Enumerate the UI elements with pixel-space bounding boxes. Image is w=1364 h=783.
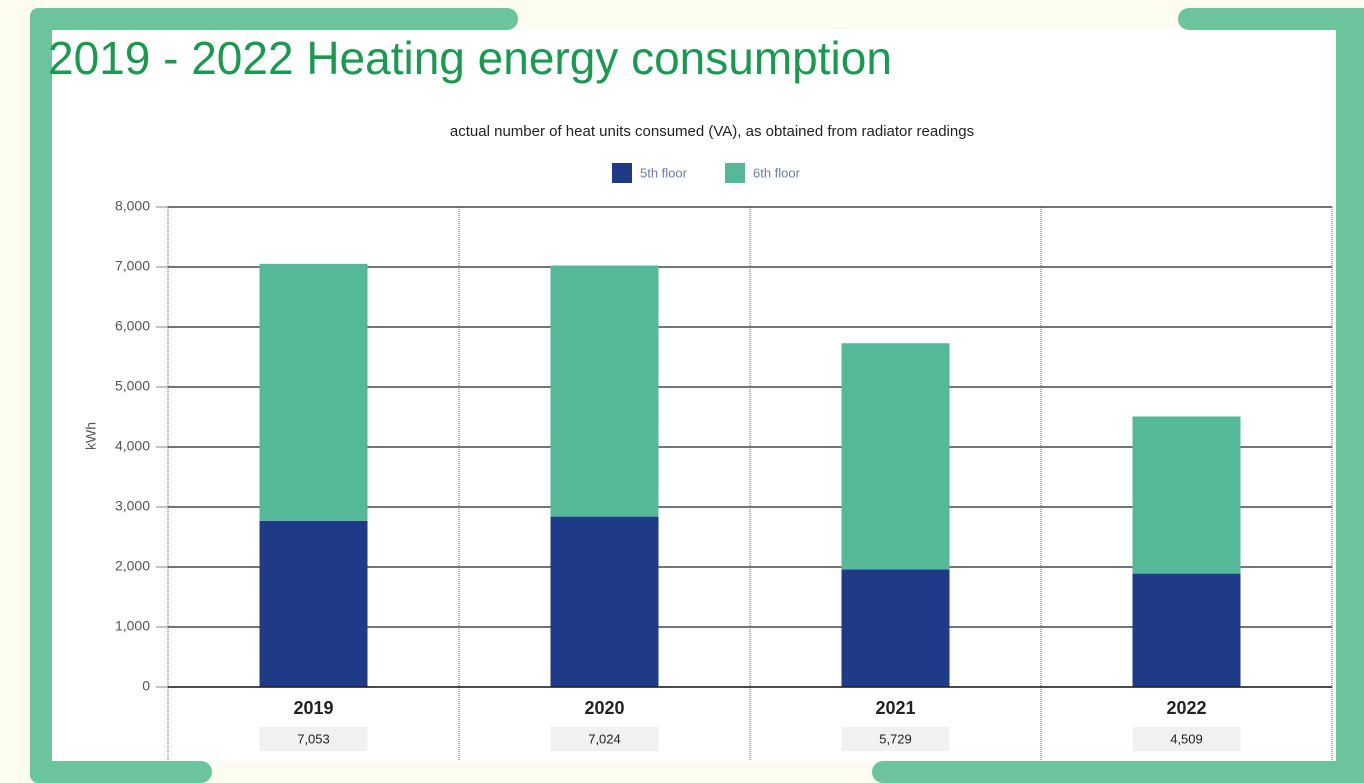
y-axis-label: kWh (83, 422, 99, 450)
frame-bottom-right (872, 761, 1364, 783)
frame-top-left (30, 8, 518, 30)
total-box (841, 727, 950, 751)
bar-segment (550, 516, 659, 687)
legend-label: 5th floor (640, 165, 688, 180)
bar-segment (550, 265, 659, 517)
bar-segment (259, 520, 368, 687)
legend-swatch (725, 163, 745, 183)
total-box (1132, 727, 1241, 751)
total-label: 5,729 (879, 731, 912, 746)
frame-bottom-left (30, 761, 212, 783)
chart-subtitle: actual number of heat units consumed (VA… (450, 123, 974, 140)
y-tick-label: 7,000 (115, 258, 150, 274)
bar-segment (841, 343, 950, 570)
bar-segment (259, 263, 368, 521)
frame-right (1336, 8, 1364, 783)
y-tick-label: 5,000 (115, 378, 150, 394)
y-tick-label: 6,000 (115, 318, 150, 334)
legend-label: 6th floor (753, 165, 801, 180)
total-label: 7,024 (588, 731, 621, 746)
y-tick-label: 3,000 (115, 498, 150, 514)
y-tick-label: 1,000 (115, 618, 150, 634)
x-tick-label: 2019 (293, 698, 333, 718)
frame (30, 8, 1364, 783)
x-tick-label: 2022 (1166, 698, 1206, 718)
total-label: 4,509 (1170, 731, 1203, 746)
y-tick-label: 4,000 (115, 438, 150, 454)
legend-swatch (612, 163, 632, 183)
total-box (550, 727, 659, 751)
bar-segment (841, 569, 950, 687)
bar-segment (1132, 573, 1241, 687)
x-tick-label: 2021 (875, 698, 915, 718)
bar-segment (1132, 416, 1241, 574)
total-label: 7,053 (297, 731, 330, 746)
y-tick-label: 8,000 (115, 198, 150, 214)
y-tick-label: 0 (142, 678, 150, 694)
total-box (259, 727, 368, 751)
frame-top-right (1178, 8, 1364, 30)
y-tick-label: 2,000 (115, 558, 150, 574)
x-tick-label: 2020 (584, 698, 624, 718)
chart-title: 2019 - 2022 Heating energy consumption (48, 32, 892, 84)
frame-left (30, 8, 52, 783)
